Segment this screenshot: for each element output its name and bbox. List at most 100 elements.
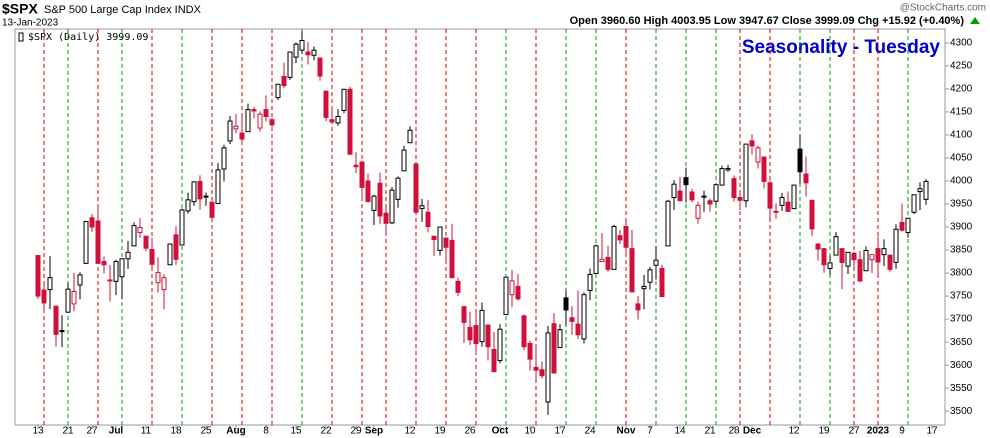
y-tick-label: 3800 xyxy=(950,268,973,279)
candle-body xyxy=(485,324,491,348)
candle-body xyxy=(557,329,563,349)
x-tick-label: 24 xyxy=(584,426,596,437)
chart-title: Seasonality - Tuesday xyxy=(742,37,941,58)
candle-body xyxy=(887,254,893,270)
candle-body xyxy=(875,248,881,263)
candle-body xyxy=(797,148,803,173)
candle-body xyxy=(413,163,419,213)
candle-body xyxy=(65,288,71,313)
candle-body xyxy=(131,225,137,247)
candle-body xyxy=(209,201,215,218)
candle-body xyxy=(551,323,557,374)
x-tick-label: 18 xyxy=(170,426,182,437)
candle-body xyxy=(731,178,737,199)
y-tick-label: 4250 xyxy=(950,60,973,71)
candle-body xyxy=(443,237,449,248)
x-tick-label: 12 xyxy=(788,426,800,437)
candle-body xyxy=(113,261,119,282)
x-tick-label: 10 xyxy=(524,426,536,437)
candle-body xyxy=(923,180,929,200)
y-tick-label: 4200 xyxy=(950,84,973,95)
x-tick-label: 13 xyxy=(32,426,44,437)
candle-body xyxy=(659,267,665,298)
y-tick-label: 3650 xyxy=(950,337,973,348)
candle-body xyxy=(203,195,209,198)
candle-body xyxy=(773,210,779,213)
candle-body xyxy=(473,325,479,344)
y-tick-label: 3700 xyxy=(950,314,973,325)
candle-body xyxy=(569,317,575,322)
candle-body xyxy=(389,189,395,224)
candle-body xyxy=(275,83,281,99)
candle-body xyxy=(47,277,53,291)
candle-body xyxy=(689,191,695,201)
candle-body xyxy=(635,303,641,311)
quote: Open 3960.60 High 4003.95 Low 3947.67 Cl… xyxy=(570,15,965,27)
y-tick-label: 3550 xyxy=(950,383,973,394)
y-tick-label: 4000 xyxy=(950,176,973,187)
candle-body xyxy=(707,200,713,205)
candle-body xyxy=(149,249,155,265)
x-tick-label: 25 xyxy=(200,426,212,437)
candle-body xyxy=(449,239,455,279)
y-tick-label: 4050 xyxy=(950,153,973,164)
candle-body xyxy=(791,184,797,210)
y-tick-label: 3600 xyxy=(950,360,973,371)
candle-body xyxy=(827,262,833,269)
candle-body xyxy=(695,204,701,219)
candle-body xyxy=(383,212,389,224)
candle-body xyxy=(533,366,539,371)
candle-body xyxy=(527,342,533,360)
candle-body xyxy=(479,309,485,343)
candle-body xyxy=(647,269,653,283)
x-tick-label: 27 xyxy=(86,426,98,437)
candle-body xyxy=(821,248,827,266)
candle-body xyxy=(899,221,905,231)
candle-body xyxy=(221,147,227,170)
x-tick-label: Dec xyxy=(743,426,762,437)
candle-body xyxy=(755,147,761,163)
candle-body xyxy=(365,180,371,203)
candle-body xyxy=(509,280,515,296)
candle-body xyxy=(809,199,815,230)
candle-body xyxy=(161,277,167,291)
candle-body xyxy=(125,251,131,260)
candle-body xyxy=(725,168,731,171)
candle-body xyxy=(521,315,527,348)
y-tick-label: 3750 xyxy=(950,291,973,302)
candle-body xyxy=(833,236,839,256)
candle-body xyxy=(737,197,743,201)
candle-body xyxy=(593,245,599,275)
x-tick-label: 28 xyxy=(728,426,740,437)
legend: $SPX (Daily) 3999.09 xyxy=(28,32,148,43)
candle-body xyxy=(191,181,197,203)
candle-body xyxy=(239,132,245,140)
candle-body xyxy=(59,330,65,333)
candle-body xyxy=(431,235,437,240)
candle-body xyxy=(95,220,101,264)
candle-body xyxy=(143,235,149,249)
y-tick-label: 3900 xyxy=(950,222,973,233)
x-tick-label: 2023 xyxy=(867,426,890,437)
candle-body xyxy=(617,235,623,241)
symbol-name: S&P 500 Large Cap Index INDX xyxy=(44,4,202,16)
candle-body xyxy=(251,109,257,112)
candle-body xyxy=(581,294,587,340)
candle-body xyxy=(851,252,857,261)
candle-body xyxy=(425,211,431,228)
x-tick-label: 21 xyxy=(62,426,74,437)
candle-body xyxy=(653,259,659,266)
candle-body xyxy=(539,369,545,377)
y-tick-label: 4150 xyxy=(950,107,973,118)
date: 13-Jan-2023 xyxy=(2,18,59,29)
symbol: $SPX xyxy=(2,1,38,17)
candle-body xyxy=(227,120,233,142)
candle-body xyxy=(599,258,605,263)
candle-body xyxy=(515,285,521,300)
candle-body xyxy=(83,220,89,264)
candle-body xyxy=(761,156,767,182)
candle-body xyxy=(779,197,785,206)
candle-body xyxy=(467,326,473,341)
candle-body xyxy=(77,274,83,286)
x-tick-label: Oct xyxy=(492,426,509,437)
